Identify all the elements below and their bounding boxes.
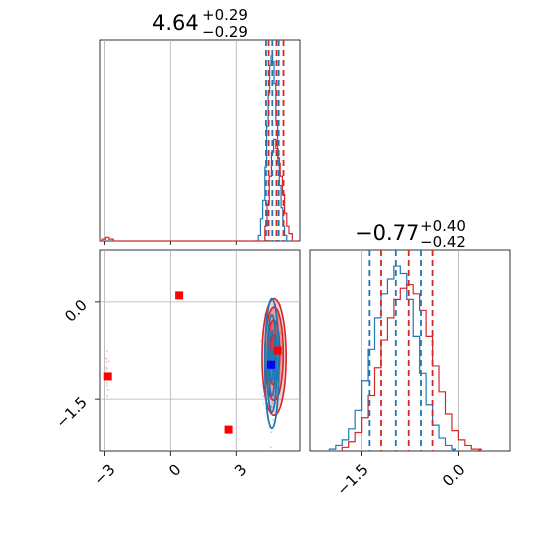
scatter-sample-red: [104, 357, 107, 360]
hist-1-title-value: 4.64: [152, 11, 199, 35]
hist-2-tick-label: 0.0: [439, 461, 469, 491]
scatter-sample-red: [278, 331, 281, 334]
scatter-sample-red: [105, 382, 108, 384]
scatter-sample-red: [105, 350, 108, 353]
scatter-red-marker: [103, 372, 112, 381]
hist-2-title-lower: −0.42: [420, 233, 466, 251]
scatter-grid: [100, 250, 300, 451]
hist-1-red-series: [100, 138, 297, 241]
scatter-panel: −3 0 3 −1.5 0.0: [52, 249, 301, 489]
scatter-sample-red: [270, 406, 273, 409]
scatter-sample-blue: [270, 405, 272, 408]
scatter-sample-red: [108, 360, 110, 363]
scatter-sample-blue: [270, 431, 273, 434]
scatter-sample-red: [105, 357, 108, 360]
hist-2-blue-series: [328, 265, 457, 451]
scatter-x-tick-label: 0: [165, 461, 184, 480]
scatter-sample-blue: [272, 418, 275, 421]
scatter-red-marker: [175, 291, 184, 300]
scatter-sample-red: [259, 340, 262, 342]
scatter-x-tick-label: 3: [231, 461, 250, 480]
scatter-sample-red: [105, 361, 108, 363]
hist-1-title-upper: +0.29: [202, 6, 248, 24]
hist-2-quantiles: [368, 250, 434, 451]
hist-2-tick-label: −1.5: [333, 461, 371, 499]
scatter-red-marker: [273, 346, 282, 355]
scatter-sample-blue: [271, 401, 274, 404]
hist-2-title-upper: +0.40: [420, 217, 466, 235]
hist-2-red-series: [341, 283, 482, 451]
scatter-sample-blue: [262, 395, 265, 398]
scatter-sample-blue: [270, 446, 272, 449]
scatter-x-tick-label: −3: [90, 461, 118, 489]
scatter-sample-red: [107, 388, 109, 391]
scatter-sample-red: [272, 395, 275, 398]
scatter-sample-red: [269, 328, 272, 331]
scatter-markers: [103, 291, 282, 434]
hist-panel-1: 4.64 +0.29 −0.29: [99, 6, 301, 245]
scatter-sample-red: [271, 402, 274, 405]
scatter-sample-blue: [270, 405, 273, 408]
scatter-sample-red: [105, 366, 108, 369]
hist-1-title: 4.64 +0.29 −0.29: [152, 6, 248, 41]
scatter-blue-contour: [263, 297, 280, 430]
hist-1-ticks: [103, 241, 237, 245]
hist-1-quantiles: [265, 40, 285, 241]
scatter-sample-red: [280, 354, 283, 356]
hist-2-frame: [309, 249, 511, 452]
scatter-y-tick-label: 0.0: [61, 296, 91, 326]
scatter-sample-red: [106, 384, 108, 387]
hist-1-grid: [103, 40, 237, 241]
scatter-sample-red: [272, 307, 275, 310]
hist-2-title-value: −0.77: [355, 221, 419, 245]
hist-2-title: −0.77 +0.40 −0.42: [355, 217, 466, 251]
scatter-sample-red: [262, 402, 265, 405]
hist-1-title-lower: −0.29: [202, 23, 248, 41]
hist-panel-2: −1.5 0.0 −0.77 +0.40 −0.42: [309, 217, 511, 499]
scatter-red-marker: [224, 425, 233, 434]
hist-2-ticks: −1.5 0.0: [333, 451, 469, 499]
hist-2-series: [328, 265, 482, 451]
scatter-blue-marker: [266, 360, 275, 369]
scatter-sample-red: [106, 395, 109, 398]
scatter-y-tick-label: −1.5: [52, 393, 90, 431]
